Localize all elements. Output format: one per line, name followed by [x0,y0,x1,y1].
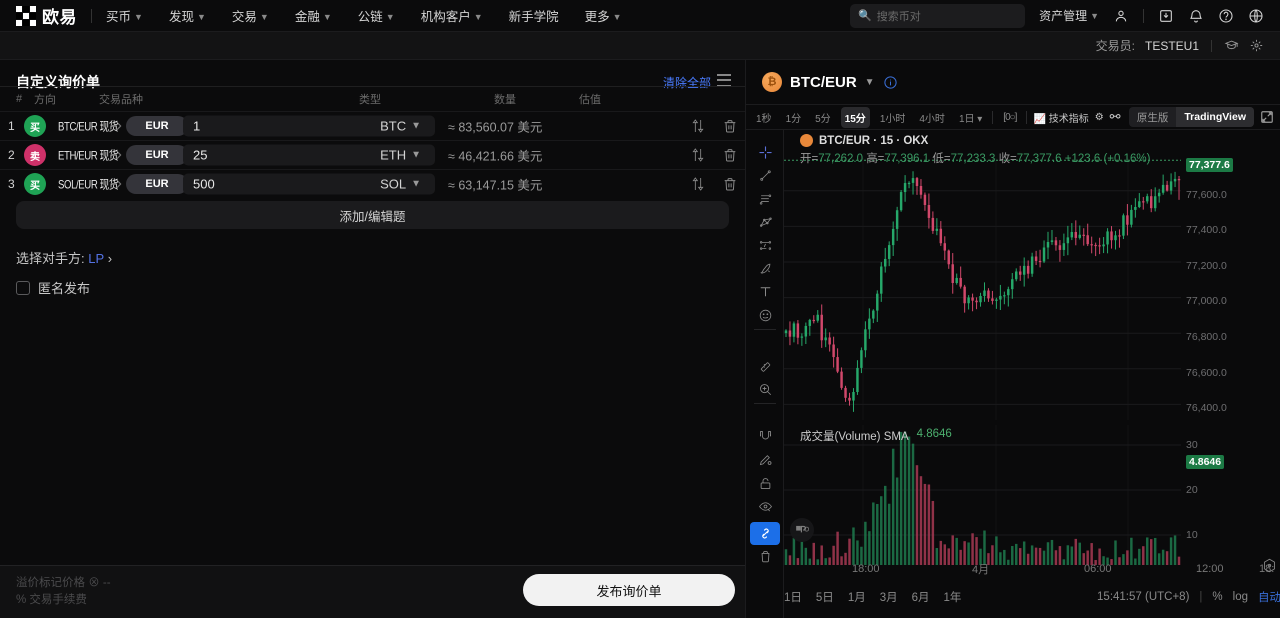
svg-text:77,200.0: 77,200.0 [1186,260,1227,272]
svg-text:10: 10 [1186,529,1198,541]
svg-text:30: 30 [1186,439,1198,451]
svg-text:77,400.0: 77,400.0 [1186,224,1227,236]
svg-text:76,600.0: 76,600.0 [1186,367,1227,379]
svg-text:76,400.0: 76,400.0 [1186,402,1227,414]
svg-text:77,000.0: 77,000.0 [1186,295,1227,307]
svg-text:76,800.0: 76,800.0 [1186,331,1227,343]
svg-text:77,600.0: 77,600.0 [1186,189,1227,201]
svg-text:20: 20 [1186,484,1198,496]
